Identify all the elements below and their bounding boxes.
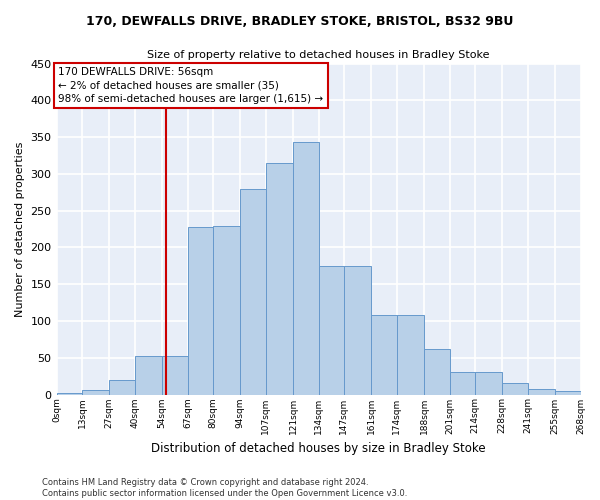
Bar [475,372,502,394]
Bar [555,391,581,394]
Bar [528,388,555,394]
X-axis label: Distribution of detached houses by size in Bradley Stoke: Distribution of detached houses by size … [151,442,486,455]
Bar [266,163,293,394]
Bar [581,393,600,394]
Bar [397,315,424,394]
Bar [188,227,213,394]
Text: 170, DEWFALLS DRIVE, BRADLEY STOKE, BRISTOL, BS32 9BU: 170, DEWFALLS DRIVE, BRADLEY STOKE, BRIS… [86,15,514,28]
Bar [82,390,109,394]
Bar [213,226,241,394]
Y-axis label: Number of detached properties: Number of detached properties [15,142,25,316]
Bar [424,349,449,395]
Bar [293,142,319,394]
Bar [449,372,475,394]
Bar [109,380,135,394]
Bar [135,356,162,395]
Text: Contains HM Land Registry data © Crown copyright and database right 2024.
Contai: Contains HM Land Registry data © Crown c… [42,478,407,498]
Bar [319,266,344,394]
Title: Size of property relative to detached houses in Bradley Stoke: Size of property relative to detached ho… [147,50,490,60]
Bar [56,393,82,394]
Bar [241,190,266,394]
Bar [344,266,371,394]
Bar [162,356,188,395]
Bar [371,315,397,394]
Bar [502,384,528,394]
Text: 170 DEWFALLS DRIVE: 56sqm
← 2% of detached houses are smaller (35)
98% of semi-d: 170 DEWFALLS DRIVE: 56sqm ← 2% of detach… [58,67,323,104]
